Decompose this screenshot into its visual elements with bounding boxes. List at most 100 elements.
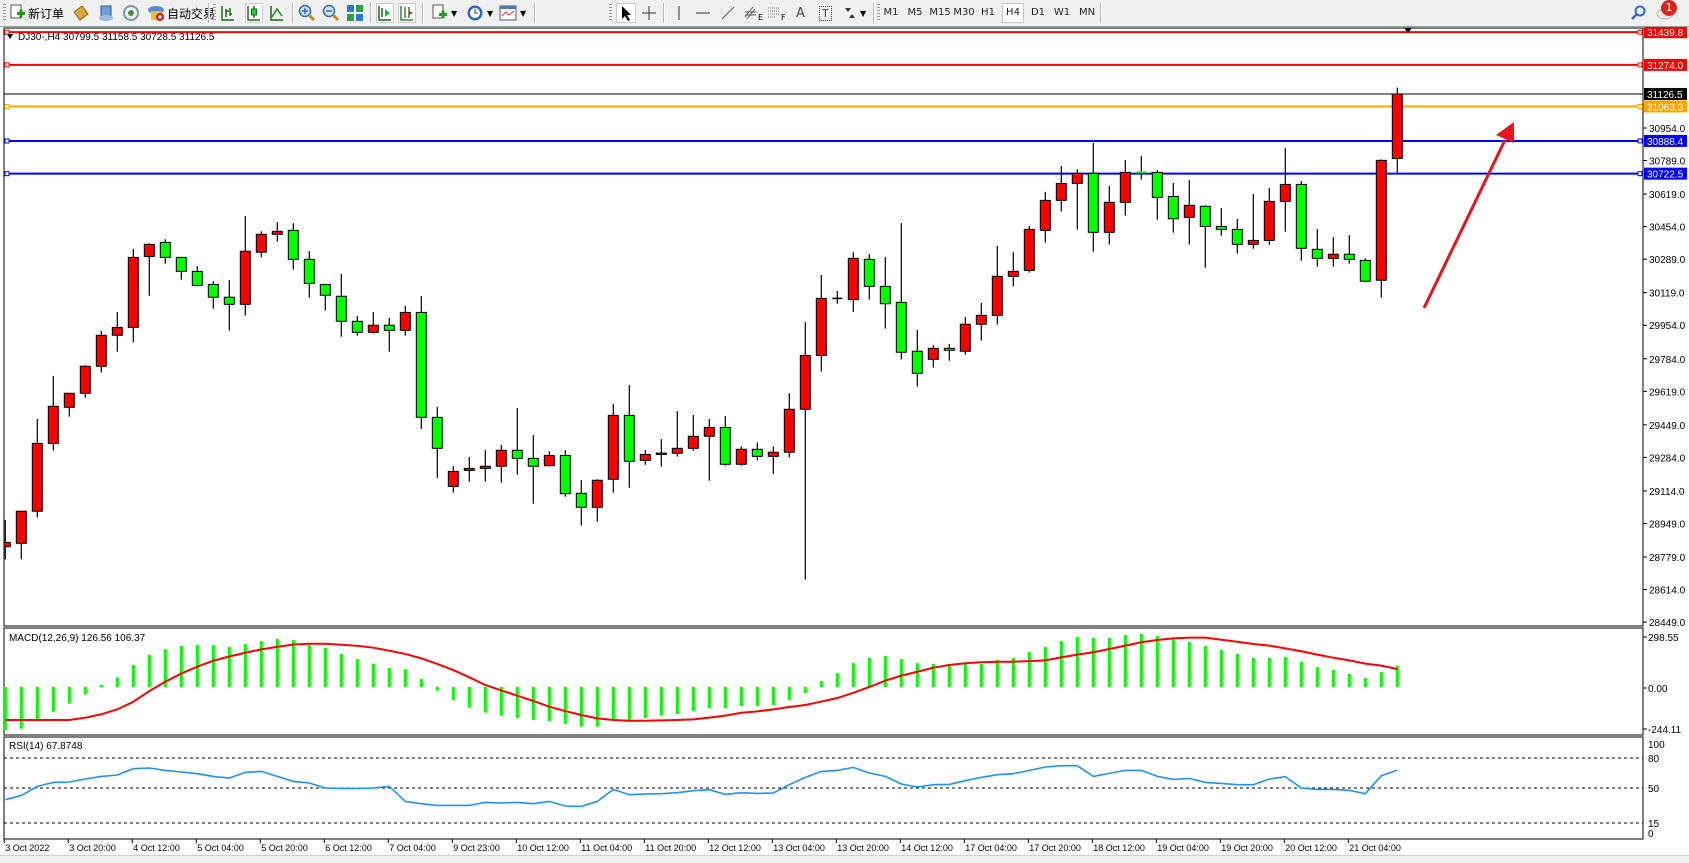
templates-button[interactable]: ▼: [499, 3, 526, 23]
terminal-button[interactable]: [122, 3, 140, 23]
candle: [127, 248, 139, 343]
macd-histogram-bar: [339, 653, 343, 687]
line-anchor-handle[interactable]: [1637, 138, 1643, 144]
candle: [1039, 191, 1051, 243]
auto-scroll-button[interactable]: [376, 3, 394, 23]
candle: [623, 385, 635, 488]
tile-windows-button[interactable]: [346, 3, 364, 23]
timeframe-d1[interactable]: D1: [1030, 7, 1046, 18]
candle: [1391, 87, 1403, 173]
timeframe-m30[interactable]: M30: [953, 7, 975, 18]
price-tag: [1644, 26, 1687, 39]
candle-body: [863, 258, 875, 287]
line-anchor-handle[interactable]: [4, 103, 10, 109]
market-watch-button[interactable]: [72, 3, 90, 23]
macd-histogram-bar: [67, 687, 71, 704]
candle-body: [1359, 259, 1371, 282]
toolbar-grip[interactable]: [609, 4, 612, 22]
chart-shift-marker[interactable]: [1404, 28, 1412, 33]
zoom-out-button[interactable]: [322, 3, 340, 23]
candle-body: [1311, 248, 1323, 259]
timeframe-m1[interactable]: M1: [883, 7, 899, 18]
chevron-down-icon[interactable]: ▼: [451, 8, 458, 18]
macd-histogram-bar: [723, 687, 727, 709]
candle-body: [671, 447, 683, 454]
time-label: 14 Oct 12:00: [901, 843, 953, 853]
candle-body: [1167, 195, 1179, 220]
line-chart-button[interactable]: [269, 3, 285, 23]
trendline-tool-button[interactable]: [720, 3, 736, 23]
candle: [1103, 185, 1115, 245]
time-label: 4 Oct 12:00: [133, 843, 180, 853]
time-label: 12 Oct 12:00: [709, 843, 761, 853]
timeframe-w1[interactable]: W1: [1053, 7, 1071, 18]
crosshair-tool-button[interactable]: [641, 3, 657, 23]
chart-shift-button[interactable]: [398, 3, 416, 23]
toolbar-grip[interactable]: [877, 4, 880, 22]
cursor-tool-button[interactable]: [616, 3, 636, 23]
price-tick-label: 29954.0: [1649, 321, 1686, 332]
candle-body: [143, 243, 155, 258]
price-tick-label: 30789.0: [1649, 157, 1686, 168]
candle-body: [623, 414, 635, 462]
macd-pane: [3, 633, 1399, 731]
chevron-down-icon[interactable]: ▼: [860, 8, 867, 18]
toolbar-grip[interactable]: [3, 4, 6, 22]
line-anchor-handle[interactable]: [4, 62, 10, 68]
candle-body: [815, 297, 827, 356]
macd-histogram-bar: [659, 687, 663, 716]
macd-histogram-bar: [627, 687, 631, 721]
line-anchor-handle[interactable]: [1637, 103, 1643, 109]
line-anchor-handle[interactable]: [4, 171, 10, 177]
candle-body: [1391, 93, 1403, 159]
timeframe-h1[interactable]: H1: [981, 7, 995, 18]
chevron-down-icon[interactable]: ▼: [520, 8, 527, 18]
new-chart-button[interactable]: ▼: [432, 3, 457, 23]
line-anchor-handle[interactable]: [1637, 62, 1643, 68]
candles: [3, 87, 1403, 580]
timeframe-m15[interactable]: M15: [929, 7, 951, 18]
chevron-down-icon[interactable]: ▼: [487, 8, 494, 18]
line-anchor-handle[interactable]: [1637, 171, 1643, 177]
timeframe-h4[interactable]: H4: [1002, 3, 1024, 23]
window-menu-triangle-icon[interactable]: [7, 34, 13, 39]
candle: [559, 450, 571, 497]
new-order-button[interactable]: 新订单: [10, 3, 64, 23]
macd-label: MACD(12,26,9) 126.56 106.37: [9, 633, 146, 644]
navigator-button[interactable]: [97, 3, 115, 23]
search-button[interactable]: [1630, 3, 1646, 23]
auto-trading-button[interactable]: 自动交易: [147, 3, 215, 23]
candle-body: [751, 448, 763, 457]
text-tool-button[interactable]: A: [796, 3, 805, 23]
line-anchor-handle[interactable]: [4, 138, 10, 144]
chart-shift-icon: [400, 6, 413, 21]
vertical-line-tool-button[interactable]: [674, 3, 684, 23]
zoom-in-button[interactable]: [298, 3, 316, 23]
equidistant-channel-tool-button[interactable]: E: [744, 3, 763, 23]
toolbar-grip[interactable]: [213, 4, 216, 22]
timeframe-m5[interactable]: M5: [907, 7, 923, 18]
candle: [31, 418, 43, 518]
line-anchor-handle[interactable]: [1637, 29, 1643, 35]
time-label: 17 Oct 04:00: [965, 843, 1017, 853]
trend-arrow[interactable]: [1422, 122, 1514, 309]
candle-body: [767, 451, 779, 457]
timeframe-mn[interactable]: MN: [1078, 7, 1096, 18]
fibonacci-tool-button[interactable]: F: [767, 3, 786, 23]
horizontal-line-tool-button[interactable]: [695, 3, 711, 23]
periodicity-button[interactable]: ▼: [466, 3, 493, 23]
label-tool-label: T: [819, 5, 832, 21]
price-tick-label: 28614.0: [1649, 586, 1686, 597]
macd-histogram-bar: [883, 655, 887, 687]
line-anchor-handle[interactable]: [4, 29, 10, 35]
macd-histogram-bar: [531, 687, 535, 721]
candle-body: [63, 392, 75, 408]
candle: [1343, 235, 1355, 264]
horizontal-levels[interactable]: 31439.8 31274.0 31063.3 30888.4 30722.5 31126…: [4, 26, 1687, 181]
candlestick-chart-button[interactable]: [245, 3, 263, 23]
label-tool-button[interactable]: T: [819, 3, 832, 23]
bar-chart-button[interactable]: [220, 3, 236, 23]
arrows-tool-button[interactable]: ▼: [843, 3, 866, 23]
candle-body: [415, 311, 427, 418]
